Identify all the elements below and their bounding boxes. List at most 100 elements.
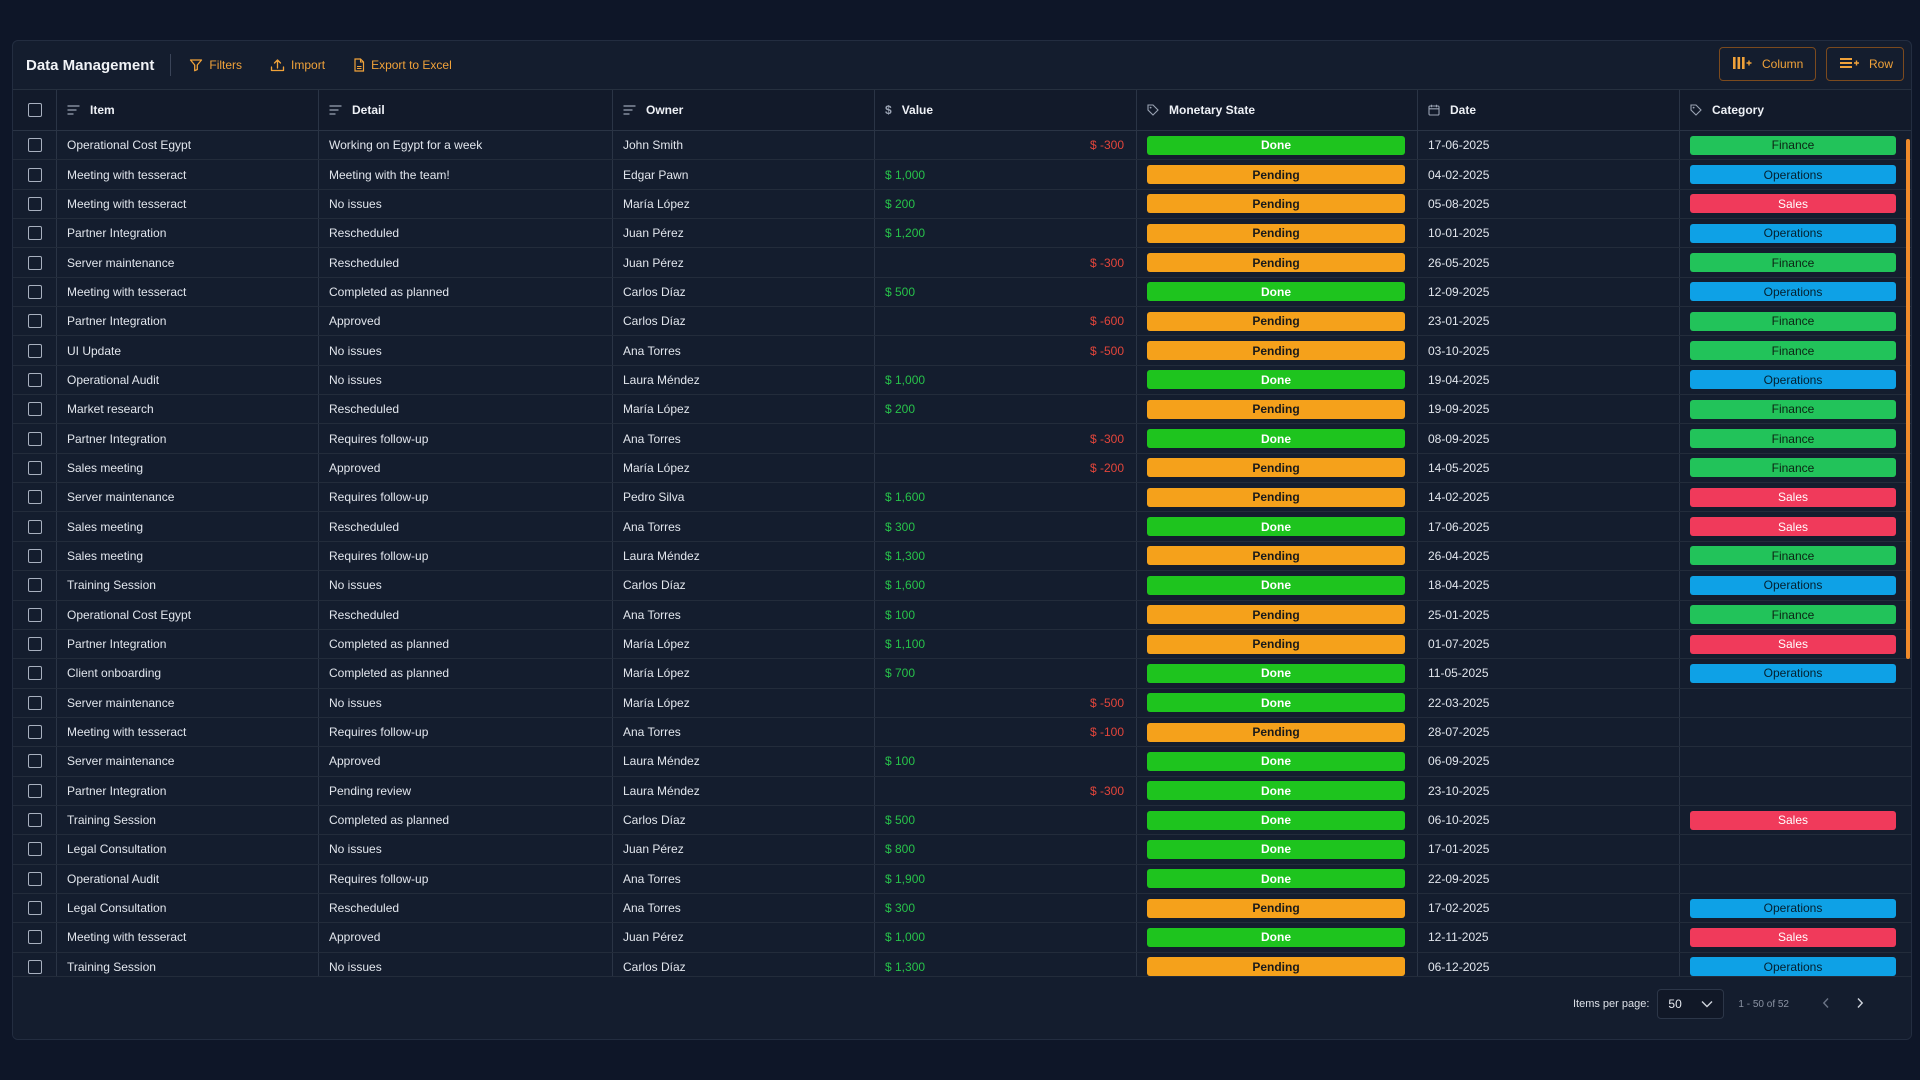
monetary-state-cell[interactable]: Pending [1137,160,1418,189]
item-cell[interactable]: Server maintenance [57,688,319,717]
column-header-item[interactable]: Item [57,90,319,130]
detail-cell[interactable]: Completed as planned [319,805,613,835]
next-page-button[interactable] [1851,994,1869,1014]
row-checkbox[interactable] [27,402,42,417]
owner-cell[interactable]: Ana Torres [613,512,875,541]
value-cell[interactable]: $ -500 [875,688,1137,717]
category-cell[interactable]: Operations [1680,219,1907,247]
date-cell[interactable]: 25-01-2025 [1418,600,1680,629]
table-row[interactable]: Server maintenance Rescheduled Juan Pérez $… [13,248,1911,278]
monetary-state-cell[interactable]: Done [1137,512,1418,541]
table-row[interactable]: Server maintenance No issues María López $ … [13,688,1911,718]
detail-cell[interactable]: No issues [319,688,613,717]
detail-cell[interactable]: Approved [319,747,613,776]
date-cell[interactable]: 14-05-2025 [1418,453,1680,483]
value-cell[interactable]: $ 1,300 [875,952,1137,981]
detail-cell[interactable]: Completed as planned [319,277,613,307]
item-cell[interactable]: Meeting with tesseract [57,160,319,189]
owner-cell[interactable]: Ana Torres [613,424,875,453]
value-cell[interactable]: $ 1,000 [875,923,1137,952]
detail-cell[interactable]: Rescheduled [319,600,613,629]
date-cell[interactable]: 04-02-2025 [1418,160,1680,189]
table-row[interactable]: Training Session No issues Carlos Díaz $ 1,… [13,571,1911,601]
owner-cell[interactable]: María López [613,688,875,717]
category-cell[interactable]: Finance [1680,248,1907,276]
value-cell[interactable]: $ 1,000 [875,365,1137,395]
monetary-state-cell[interactable]: Pending [1137,453,1418,483]
monetary-state-cell[interactable]: Done [1137,571,1418,600]
owner-cell[interactable]: Pedro Silva [613,483,875,512]
owner-cell[interactable]: María López [613,659,875,688]
detail-cell[interactable]: Requires follow-up [319,483,613,512]
table-row[interactable]: Meeting with tesseract No issues María Lóp… [13,189,1911,220]
owner-cell[interactable]: Carlos Díaz [613,277,875,307]
owner-cell[interactable]: John Smith [613,131,875,160]
table-row[interactable]: Training Session Completed as planned Carl… [13,805,1911,836]
add-row-button[interactable]: Row [1826,47,1904,81]
table-row[interactable]: Legal Consultation Rescheduled Ana Torres $… [13,893,1911,924]
owner-cell[interactable]: María López [613,453,875,483]
owner-cell[interactable]: Carlos Díaz [613,571,875,600]
monetary-state-cell[interactable]: Done [1137,688,1418,717]
monetary-state-cell[interactable]: Done [1137,864,1418,893]
category-cell[interactable]: Finance [1680,601,1907,629]
category-cell[interactable] [1680,865,1907,893]
table-row[interactable]: Meeting with tesseract Completed as plann… [13,277,1911,308]
row-checkbox[interactable] [27,490,42,505]
value-cell[interactable]: $ 700 [875,659,1137,688]
item-cell[interactable]: Sales meeting [57,541,319,571]
vertical-scrollbar[interactable] [1905,89,1911,1019]
owner-cell[interactable]: Carlos Díaz [613,805,875,835]
category-cell[interactable] [1680,718,1907,746]
owner-cell[interactable]: Laura Méndez [613,747,875,776]
row-checkbox[interactable] [27,226,42,241]
item-cell[interactable]: Operational Cost Egypt [57,600,319,629]
owner-cell[interactable]: Juan Pérez [613,923,875,952]
item-cell[interactable]: Partner Integration [57,307,319,336]
column-header-date[interactable]: Date [1418,90,1680,130]
value-cell[interactable]: $ 300 [875,512,1137,541]
date-cell[interactable]: 22-09-2025 [1418,864,1680,893]
detail-cell[interactable]: Rescheduled [319,248,613,277]
item-cell[interactable]: Meeting with tesseract [57,277,319,307]
category-cell[interactable]: Finance [1680,424,1907,452]
monetary-state-cell[interactable]: Pending [1137,717,1418,747]
detail-cell[interactable]: Rescheduled [319,512,613,541]
value-cell[interactable]: $ 1,600 [875,571,1137,600]
value-cell[interactable]: $ 1,600 [875,483,1137,512]
detail-cell[interactable]: Completed as planned [319,659,613,688]
column-header-owner[interactable]: Owner [613,90,875,130]
category-cell[interactable]: Operations [1680,659,1907,687]
column-header-category[interactable]: Category [1680,90,1907,130]
date-cell[interactable]: 19-04-2025 [1418,365,1680,395]
scrollbar-thumb[interactable] [1906,139,1910,659]
item-cell[interactable]: Meeting with tesseract [57,189,319,219]
table-row[interactable]: Partner Integration Approved Carlos Díaz $ … [13,307,1911,337]
date-cell[interactable]: 06-10-2025 [1418,805,1680,835]
date-cell[interactable]: 12-09-2025 [1418,277,1680,307]
detail-cell[interactable]: No issues [319,365,613,395]
item-cell[interactable]: Legal Consultation [57,893,319,923]
table-row[interactable]: Server maintenance Requires follow-up Pedr… [13,483,1911,513]
date-cell[interactable]: 28-07-2025 [1418,717,1680,747]
detail-cell[interactable]: No issues [319,571,613,600]
detail-cell[interactable]: Working on Egypt for a week [319,131,613,160]
owner-cell[interactable]: Laura Méndez [613,365,875,395]
item-cell[interactable]: Client onboarding [57,659,319,688]
monetary-state-cell[interactable]: Pending [1137,541,1418,571]
category-cell[interactable]: Sales [1680,923,1907,951]
value-cell[interactable]: $ -600 [875,307,1137,336]
item-cell[interactable]: Meeting with tesseract [57,717,319,747]
table-row[interactable]: Operational Audit Requires follow-up Ana T… [13,864,1911,894]
value-cell[interactable]: $ 200 [875,189,1137,219]
row-checkbox[interactable] [27,138,42,153]
table-row[interactable]: Partner Integration Rescheduled Juan Pérez… [13,219,1911,249]
detail-cell[interactable]: No issues [319,189,613,219]
row-checkbox[interactable] [27,431,42,446]
detail-cell[interactable]: Meeting with the team! [319,160,613,189]
monetary-state-cell[interactable]: Done [1137,923,1418,952]
category-cell[interactable]: Operations [1680,571,1907,599]
table-row[interactable]: Server maintenance Approved Laura Méndez $ … [13,747,1911,777]
category-cell[interactable]: Operations [1680,894,1907,922]
detail-cell[interactable]: No issues [319,835,613,864]
